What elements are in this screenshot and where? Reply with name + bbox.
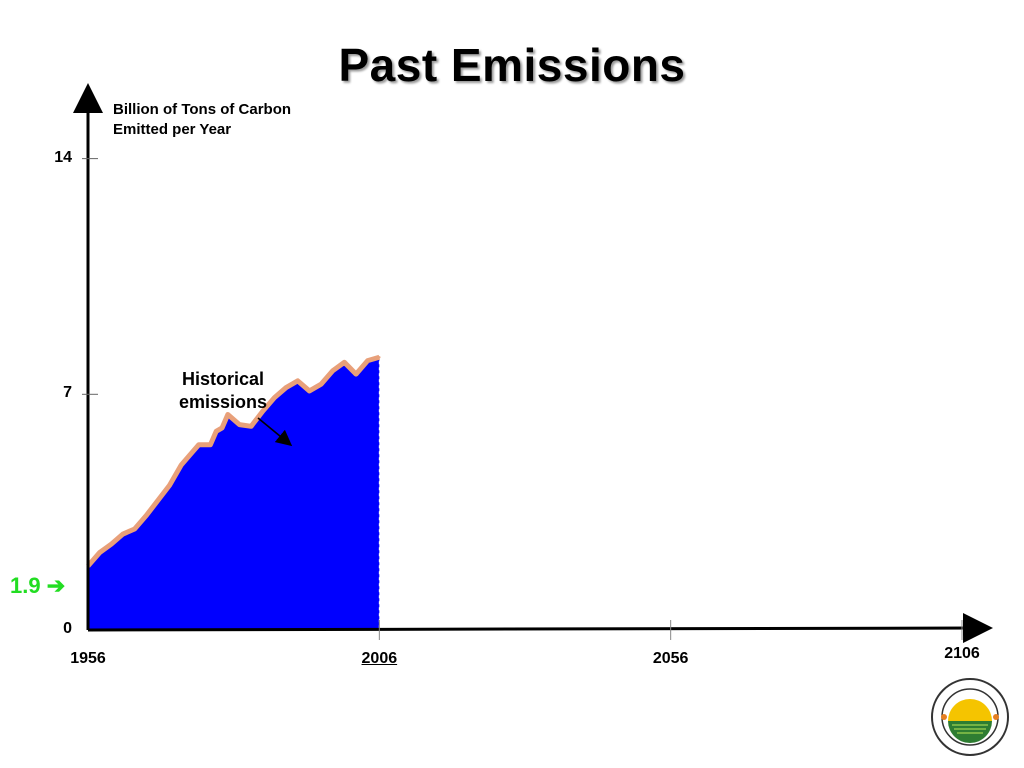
data-point [168, 484, 171, 487]
data-point [273, 396, 276, 399]
historical-emissions-annotation: Historical emissions [168, 368, 278, 414]
y-tick-label: 7 [63, 384, 72, 402]
x-axis [87, 613, 993, 644]
annotation-line-1: Historical [181, 369, 265, 389]
data-point [296, 379, 299, 383]
data-point [378, 356, 381, 359]
data-point [331, 369, 334, 372]
y-axis-label: Billion of Tons of Carbon Emitted per Ye… [113, 101, 292, 138]
right-arrow-icon: ➔ [46, 573, 66, 598]
x-tick-label: 2106 [944, 645, 980, 662]
data-point [209, 443, 212, 447]
data-point [214, 430, 218, 433]
data-point [191, 450, 195, 453]
data-point [343, 361, 346, 364]
data-point [180, 463, 183, 467]
data-point [238, 423, 241, 426]
data-point [249, 425, 253, 428]
data-point [354, 372, 358, 376]
historical-emissions-area [88, 357, 380, 630]
x-tick-label: 2006 [361, 650, 398, 667]
data-point [110, 542, 113, 546]
data-point [145, 514, 148, 517]
data-point [156, 499, 160, 502]
data-point [319, 383, 323, 386]
x-tick-label: 2056 [652, 650, 689, 667]
historical-emissions-line [86, 354, 381, 568]
start-value-marker: 1.9 ➔ [10, 573, 65, 599]
data-point [226, 413, 230, 416]
data-point [284, 386, 288, 389]
data-point [197, 443, 200, 447]
annotation-line-2: emissions [178, 392, 268, 412]
page-title: Past Emissions [338, 39, 686, 91]
y-tick-label: 14 [54, 148, 72, 166]
start-value-label: 1.9 [10, 573, 41, 598]
y-tick-label: 0 [63, 620, 72, 637]
x-tick-label: 1956 [70, 650, 106, 667]
carbon-mitigation-initiative-logo [931, 678, 1009, 756]
annotation-arrow [257, 417, 293, 447]
data-point [366, 359, 369, 362]
data-point [98, 551, 101, 554]
data-point [261, 409, 264, 413]
data-point [121, 532, 125, 536]
data-point [133, 527, 136, 531]
data-point [220, 426, 224, 430]
data-point [308, 389, 311, 393]
